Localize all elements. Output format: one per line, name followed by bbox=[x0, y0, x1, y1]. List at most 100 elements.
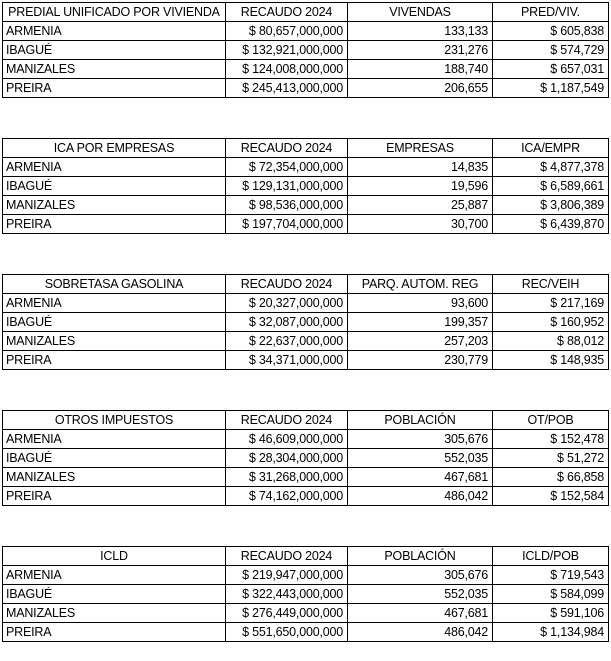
count-cell[interactable]: 257,203 bbox=[347, 331, 493, 351]
recaudo-cell[interactable]: $ 34,371,000,000 bbox=[225, 350, 348, 370]
city-cell[interactable]: IBAGUÉ bbox=[2, 176, 226, 196]
recaudo-cell[interactable]: $ 132,921,000,000 bbox=[225, 40, 348, 60]
count-cell[interactable]: 467,681 bbox=[347, 603, 493, 623]
city-cell[interactable]: IBAGUÉ bbox=[2, 40, 226, 60]
ratio-cell[interactable]: $ 51,272 bbox=[492, 448, 609, 468]
recaudo-cell[interactable]: $ 46,609,000,000 bbox=[225, 429, 348, 449]
count-cell[interactable]: 231,276 bbox=[347, 40, 493, 60]
recaudo-cell[interactable]: $ 197,704,000,000 bbox=[225, 214, 348, 234]
city-cell[interactable]: MANIZALES bbox=[2, 195, 226, 215]
table-title[interactable]: OTROS IMPUESTOS bbox=[2, 410, 226, 430]
recaudo-cell[interactable]: $ 322,443,000,000 bbox=[225, 584, 348, 604]
column-header[interactable]: OT/POB bbox=[492, 410, 609, 430]
table-title[interactable]: SOBRETASA GASOLINA bbox=[2, 274, 226, 294]
city-cell[interactable]: MANIZALES bbox=[2, 331, 226, 351]
ratio-cell[interactable]: $ 152,478 bbox=[492, 429, 609, 449]
ratio-cell[interactable]: $ 1,134,984 bbox=[492, 622, 609, 642]
city-cell[interactable]: PREIRA bbox=[2, 486, 226, 506]
recaudo-cell[interactable]: $ 124,008,000,000 bbox=[225, 59, 348, 79]
city-cell[interactable]: ARMENIA bbox=[2, 429, 226, 449]
column-header[interactable]: RECAUDO 2024 bbox=[225, 138, 348, 158]
ratio-cell[interactable]: $ 148,935 bbox=[492, 350, 609, 370]
ratio-cell[interactable]: $ 574,729 bbox=[492, 40, 609, 60]
column-header[interactable]: EMPRESAS bbox=[347, 138, 493, 158]
count-cell[interactable]: 25,887 bbox=[347, 195, 493, 215]
column-header[interactable]: PARQ. AUTOM. REG bbox=[347, 274, 493, 294]
count-cell[interactable]: 188,740 bbox=[347, 59, 493, 79]
recaudo-cell[interactable]: $ 551,650,000,000 bbox=[225, 622, 348, 642]
city-cell[interactable]: PREIRA bbox=[2, 350, 226, 370]
count-cell[interactable]: 230,779 bbox=[347, 350, 493, 370]
count-cell[interactable]: 486,042 bbox=[347, 622, 493, 642]
ratio-cell[interactable]: $ 4,877,378 bbox=[492, 157, 609, 177]
city-cell[interactable]: MANIZALES bbox=[2, 603, 226, 623]
recaudo-cell[interactable]: $ 276,449,000,000 bbox=[225, 603, 348, 623]
column-header[interactable]: RECAUDO 2024 bbox=[225, 274, 348, 294]
city-cell[interactable]: ARMENIA bbox=[2, 293, 226, 313]
ratio-cell[interactable]: $ 584,099 bbox=[492, 584, 609, 604]
recaudo-cell[interactable]: $ 32,087,000,000 bbox=[225, 312, 348, 332]
ratio-cell[interactable]: $ 152,584 bbox=[492, 486, 609, 506]
recaudo-cell[interactable]: $ 219,947,000,000 bbox=[225, 565, 348, 585]
count-cell[interactable]: 14,835 bbox=[347, 157, 493, 177]
ratio-cell[interactable]: $ 591,106 bbox=[492, 603, 609, 623]
city-cell[interactable]: ARMENIA bbox=[2, 21, 226, 41]
column-header[interactable]: ICA/EMPR bbox=[492, 138, 609, 158]
table-title[interactable]: ICLD bbox=[2, 546, 226, 566]
count-cell[interactable]: 133,133 bbox=[347, 21, 493, 41]
count-cell[interactable]: 199,357 bbox=[347, 312, 493, 332]
count-cell[interactable]: 486,042 bbox=[347, 486, 493, 506]
ratio-cell[interactable]: $ 66,858 bbox=[492, 467, 609, 487]
column-header[interactable]: RECAUDO 2024 bbox=[225, 410, 348, 430]
city-cell[interactable]: IBAGUÉ bbox=[2, 584, 226, 604]
ratio-cell[interactable]: $ 1,187,549 bbox=[492, 78, 609, 98]
recaudo-cell[interactable]: $ 129,131,000,000 bbox=[225, 176, 348, 196]
count-cell[interactable]: 305,676 bbox=[347, 429, 493, 449]
count-cell[interactable]: 305,676 bbox=[347, 565, 493, 585]
count-cell[interactable]: 93,600 bbox=[347, 293, 493, 313]
recaudo-cell[interactable]: $ 80,657,000,000 bbox=[225, 21, 348, 41]
recaudo-cell[interactable]: $ 74,162,000,000 bbox=[225, 486, 348, 506]
city-cell[interactable]: IBAGUÉ bbox=[2, 312, 226, 332]
city-cell[interactable]: PREIRA bbox=[2, 622, 226, 642]
city-cell[interactable]: PREIRA bbox=[2, 78, 226, 98]
ratio-cell[interactable]: $ 3,806,389 bbox=[492, 195, 609, 215]
column-header[interactable]: RECAUDO 2024 bbox=[225, 2, 348, 22]
recaudo-cell[interactable]: $ 31,268,000,000 bbox=[225, 467, 348, 487]
city-cell[interactable]: ARMENIA bbox=[2, 157, 226, 177]
table-title[interactable]: ICA POR EMPRESAS bbox=[2, 138, 226, 158]
column-header[interactable]: RECAUDO 2024 bbox=[225, 546, 348, 566]
ratio-cell[interactable]: $ 719,543 bbox=[492, 565, 609, 585]
ratio-cell[interactable]: $ 605,838 bbox=[492, 21, 609, 41]
city-cell[interactable]: ARMENIA bbox=[2, 565, 226, 585]
ratio-cell[interactable]: $ 6,439,870 bbox=[492, 214, 609, 234]
recaudo-cell[interactable]: $ 98,536,000,000 bbox=[225, 195, 348, 215]
ratio-cell[interactable]: $ 88,012 bbox=[492, 331, 609, 351]
city-cell[interactable]: MANIZALES bbox=[2, 59, 226, 79]
column-header[interactable]: REC/VEIH bbox=[492, 274, 609, 294]
count-cell[interactable]: 19,596 bbox=[347, 176, 493, 196]
column-header[interactable]: PRED/VIV. bbox=[492, 2, 609, 22]
column-header[interactable]: ICLD/POB bbox=[492, 546, 609, 566]
recaudo-cell[interactable]: $ 245,413,000,000 bbox=[225, 78, 348, 98]
recaudo-cell[interactable]: $ 22,637,000,000 bbox=[225, 331, 348, 351]
count-cell[interactable]: 552,035 bbox=[347, 584, 493, 604]
column-header[interactable]: POBLACIÓN bbox=[347, 546, 493, 566]
count-cell[interactable]: 206,655 bbox=[347, 78, 493, 98]
recaudo-cell[interactable]: $ 72,354,000,000 bbox=[225, 157, 348, 177]
ratio-cell[interactable]: $ 160,952 bbox=[492, 312, 609, 332]
count-cell[interactable]: 30,700 bbox=[347, 214, 493, 234]
ratio-cell[interactable]: $ 217,169 bbox=[492, 293, 609, 313]
recaudo-cell[interactable]: $ 28,304,000,000 bbox=[225, 448, 348, 468]
city-cell[interactable]: IBAGUÉ bbox=[2, 448, 226, 468]
city-cell[interactable]: PREIRA bbox=[2, 214, 226, 234]
count-cell[interactable]: 552,035 bbox=[347, 448, 493, 468]
ratio-cell[interactable]: $ 6,589,661 bbox=[492, 176, 609, 196]
count-cell[interactable]: 467,681 bbox=[347, 467, 493, 487]
table-title[interactable]: PREDIAL UNIFICADO POR VIVIENDA bbox=[2, 2, 226, 22]
city-cell[interactable]: MANIZALES bbox=[2, 467, 226, 487]
ratio-cell[interactable]: $ 657,031 bbox=[492, 59, 609, 79]
column-header[interactable]: VIVENDAS bbox=[347, 2, 493, 22]
recaudo-cell[interactable]: $ 20,327,000,000 bbox=[225, 293, 348, 313]
column-header[interactable]: POBLACIÓN bbox=[347, 410, 493, 430]
